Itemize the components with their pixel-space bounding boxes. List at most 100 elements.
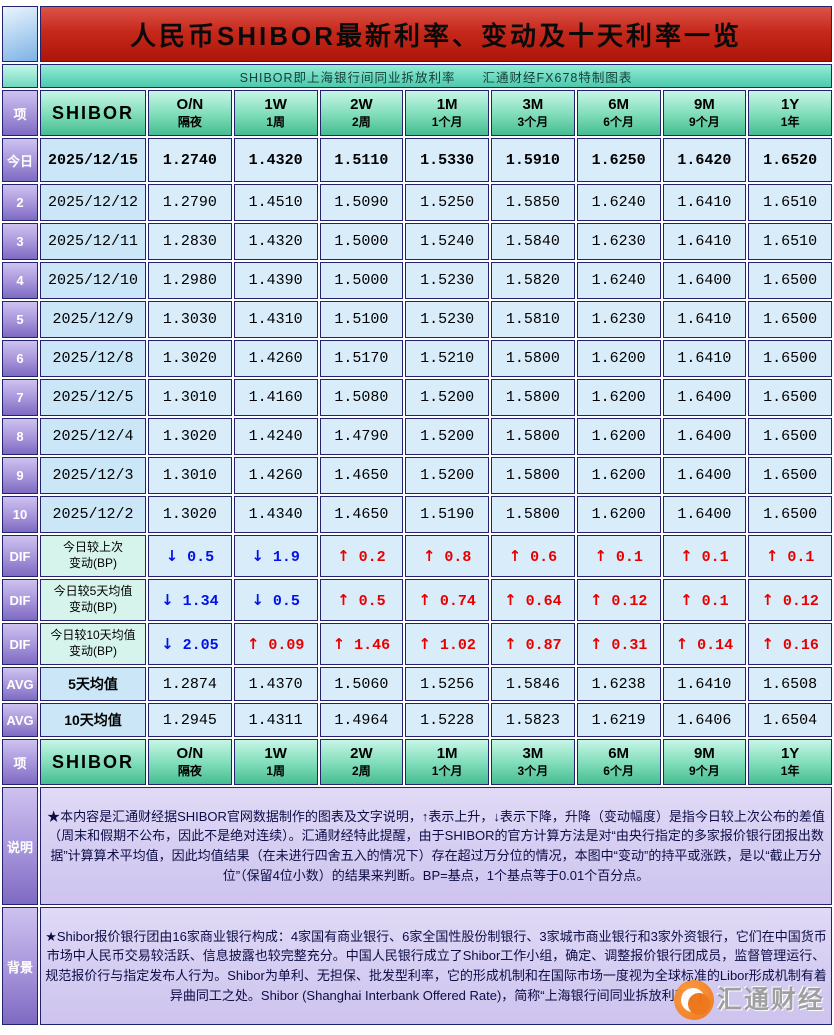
up-arrow-icon: ↑ — [337, 590, 350, 609]
row-type-label-cell: 项 — [2, 90, 38, 136]
diff-value-cell: ↓ 1.9 — [233, 535, 318, 577]
title-section: 人民币SHIBOR最新利率、变动及十天利率一览 SHIBOR即上海银行间同业拆放… — [2, 6, 832, 88]
tenor-code: 6M — [608, 96, 630, 114]
rate-value-cell: 1.5800 — [491, 340, 575, 377]
up-arrow-icon: ↑ — [422, 546, 436, 565]
rate-value-cell: 1.6200 — [576, 496, 661, 533]
rate-value-cell: 1.6520 — [748, 138, 832, 182]
bp-value: 1.9 — [272, 548, 300, 566]
rate-value-cell: 1.3030 — [148, 301, 232, 338]
avg-value-cell: 1.4370 — [233, 667, 318, 701]
rate-value-cell: 1.5820 — [491, 262, 575, 299]
rate-value-cell: 1.3010 — [148, 379, 232, 416]
row-label: DIF — [2, 535, 38, 577]
rate-value-cell: 1.6240 — [576, 262, 661, 299]
tenor-header-2w: 2W 2周 — [319, 90, 404, 136]
date-cell: 2025/12/12 — [40, 184, 146, 221]
rate-value-cell: 1.6200 — [576, 379, 661, 416]
diff-value-cell: ↑ 1.02 — [405, 623, 489, 665]
rate-value-cell: 1.6510 — [748, 184, 832, 221]
tenor-code: 2W — [350, 96, 373, 114]
up-arrow-icon: ↑ — [761, 634, 774, 653]
avg-name-cell: 10天均值 — [40, 703, 146, 737]
bp-value: 0.74 — [439, 592, 476, 610]
tenor-name: 1个月 — [431, 115, 463, 130]
tenor-header-2w: 2W 2周 — [319, 739, 404, 785]
rate-value-cell: 1.5230 — [405, 262, 489, 299]
bp-value: 2.05 — [182, 636, 219, 654]
rate-value-cell: 1.6410 — [662, 301, 747, 338]
up-arrow-icon: ↑ — [508, 546, 522, 565]
bp-value: 0.14 — [697, 636, 734, 654]
rate-value-cell: 1.4310 — [233, 301, 318, 338]
rate-row: 10 2025/12/2 1.3020 1.4340 1.4650 1.5190 1.580… — [2, 496, 832, 533]
rate-value-cell: 1.3020 — [148, 418, 232, 455]
rate-value-cell: 1.2740 — [148, 138, 232, 182]
rates-body: 项 SHIBOR O/N 隔夜 1W 1周 2W 2周 1M 1个月 3M 3个月 6M 6个月 9M 9个月… — [2, 90, 832, 785]
tenor-name: 9个月 — [689, 115, 720, 130]
tenor-header-1y: 1Y 1年 — [748, 739, 832, 785]
bp-value: 1.34 — [182, 592, 219, 610]
row-label: 9 — [2, 457, 38, 494]
rate-value-cell: 1.5840 — [491, 223, 575, 260]
tenor-header-1y: 1Y 1年 — [748, 90, 832, 136]
rate-value-cell: 1.5100 — [319, 301, 404, 338]
avg-value-cell: 1.6508 — [748, 667, 832, 701]
date-cell: 2025/12/2 — [40, 496, 146, 533]
note-row-background: 背景 ★Shibor报价银行团由16家商业银行构成：4家国有商业银行、6家全国性… — [2, 907, 832, 1025]
rate-value-cell: 1.4650 — [319, 496, 404, 533]
row-label: AVG — [2, 667, 38, 701]
diff-value-cell: ↑ 0.8 — [405, 535, 489, 577]
rate-value-cell: 1.5910 — [491, 138, 575, 182]
date-cell: 2025/12/10 — [40, 262, 146, 299]
tenor-code: O/N — [176, 745, 204, 763]
tenor-code: O/N — [176, 96, 204, 114]
rate-value-cell: 1.4510 — [233, 184, 318, 221]
rate-value-cell: 1.2830 — [148, 223, 232, 260]
avg-value-cell: 1.6219 — [576, 703, 661, 737]
rate-value-cell: 1.5250 — [405, 184, 489, 221]
diff-value-cell: ↓ 2.05 — [148, 623, 232, 665]
corner-decoration-icon — [2, 6, 38, 62]
tenor-code: 1W — [264, 745, 287, 763]
corner-decoration-2-icon — [2, 64, 38, 88]
diff-value-cell: ↑ 0.64 — [491, 579, 575, 621]
down-arrow-icon: ↓ — [161, 590, 174, 609]
huitong-watermark: 汇通财经 — [673, 980, 825, 1020]
tenor-header-1m: 1M 1个月 — [405, 739, 489, 785]
down-arrow-icon: ↓ — [251, 546, 264, 565]
rate-value-cell: 1.5080 — [319, 379, 404, 416]
shibor-column-header: SHIBOR — [40, 739, 146, 785]
rate-value-cell: 1.4340 — [233, 496, 318, 533]
note-text-explain: ★本内容是汇通财经据SHIBOR官网数据制作的图表及文字说明，↑表示上升，↓表示… — [40, 787, 832, 905]
up-arrow-icon: ↑ — [332, 634, 346, 653]
tenor-header-row: 项 SHIBOR O/N 隔夜 1W 1周 2W 2周 1M 1个月 3M 3个月 6M 6个月 9M 9个月… — [2, 90, 832, 136]
note-label-background: 背景 — [2, 907, 38, 1025]
down-arrow-icon: ↓ — [251, 590, 264, 609]
row-label: DIF — [2, 579, 38, 621]
watermark-text: 汇通财经 — [716, 986, 825, 1014]
up-arrow-icon: ↑ — [589, 634, 603, 653]
bp-value: 0.1 — [701, 548, 729, 566]
tenor-name: 2周 — [352, 764, 371, 779]
avg-row: AVG 5天均值 1.2874 1.4370 1.5060 1.5256 1.5846 1.6… — [2, 667, 832, 701]
rate-value-cell: 1.4240 — [233, 418, 318, 455]
bp-value: 0.1 — [615, 548, 643, 566]
rate-row: 8 2025/12/4 1.3020 1.4240 1.4790 1.5200 1.5800… — [2, 418, 832, 455]
bp-value: 0.6 — [530, 548, 558, 566]
tenor-code: 2W — [350, 745, 373, 763]
tenor-header-1w: 1W 1周 — [233, 90, 318, 136]
rate-value-cell: 1.5170 — [319, 340, 404, 377]
bp-value: 0.12 — [782, 592, 819, 610]
bp-value: 1.02 — [439, 636, 476, 654]
rate-value-cell: 1.2980 — [148, 262, 232, 299]
rate-value-cell: 1.6400 — [662, 418, 747, 455]
diff-value-cell: ↑ 1.46 — [319, 623, 404, 665]
tenor-header-on: O/N 隔夜 — [148, 90, 232, 136]
rate-row: 今日 2025/12/15 1.2740 1.4320 1.5110 1.5330 1.59… — [2, 138, 832, 182]
diff-value-cell: ↑ 0.87 — [491, 623, 575, 665]
rate-value-cell: 1.4320 — [233, 223, 318, 260]
row-label: 今日 — [2, 138, 38, 182]
tenor-name: 1周 — [266, 764, 285, 779]
tenor-name: 1周 — [266, 115, 285, 130]
